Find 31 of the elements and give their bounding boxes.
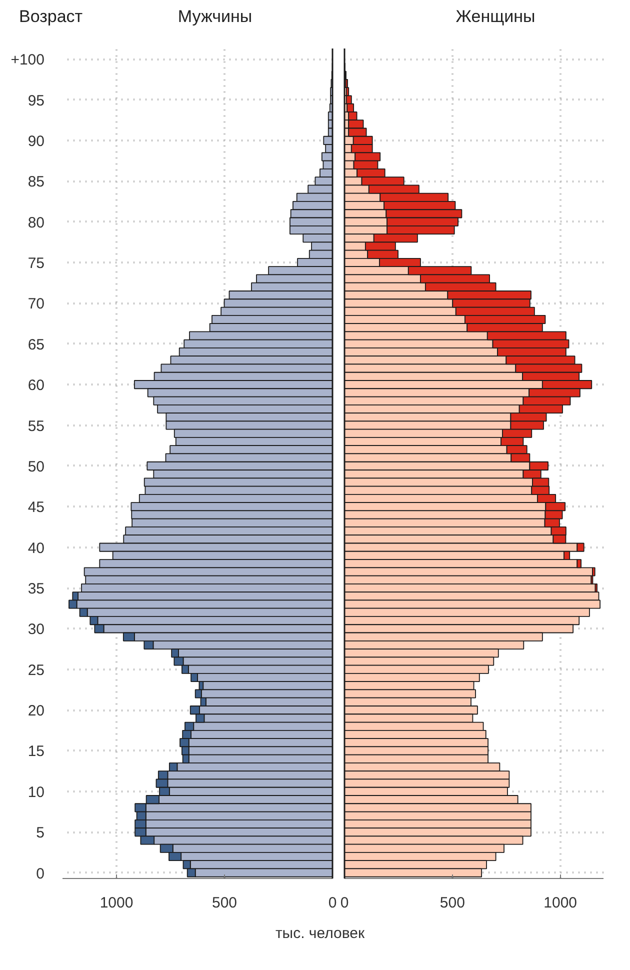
y-tick-label: 40	[28, 540, 45, 558]
y-tick-label: 10	[28, 784, 45, 802]
chart-title: Мужчины	[178, 6, 252, 28]
y-tick-label: 85	[28, 174, 45, 191]
y-tick-label: 0	[36, 866, 44, 883]
x-tick-label: 500	[440, 894, 465, 912]
x-tick-label: 1000	[100, 894, 134, 912]
y-tick-label: 60	[28, 377, 45, 394]
y-tick-label: 70	[28, 296, 45, 313]
y-tick-label: 35	[28, 580, 45, 598]
x-tick-label: 500	[212, 894, 238, 912]
x-tick-label: 0	[328, 894, 337, 912]
y-tick-label: 45	[28, 499, 45, 516]
y-tick-label: +100	[10, 52, 45, 69]
y-tick-label: 15	[28, 744, 45, 761]
y-tick-label: 75	[28, 255, 45, 272]
y-tick-label: 25	[28, 662, 45, 680]
y-tick-label: 55	[28, 418, 45, 436]
y-tick-label: 20	[28, 702, 45, 720]
chart-title: Женщины	[456, 6, 536, 28]
y-tick-label: 50	[28, 458, 45, 476]
y-tick-label: 65	[28, 336, 45, 354]
x-tick-label: 0	[340, 894, 349, 912]
y-tick-label: 90	[28, 133, 45, 150]
y-tick-label: 5	[36, 824, 44, 842]
y-axis-title: Возраст	[19, 6, 83, 28]
y-tick-label: 30	[28, 621, 45, 638]
y-tick-label: 80	[28, 214, 45, 232]
x-axis-title: тыс. человек	[275, 924, 365, 944]
y-tick-label: 95	[28, 92, 45, 110]
x-tick-label: 1000	[544, 894, 578, 912]
